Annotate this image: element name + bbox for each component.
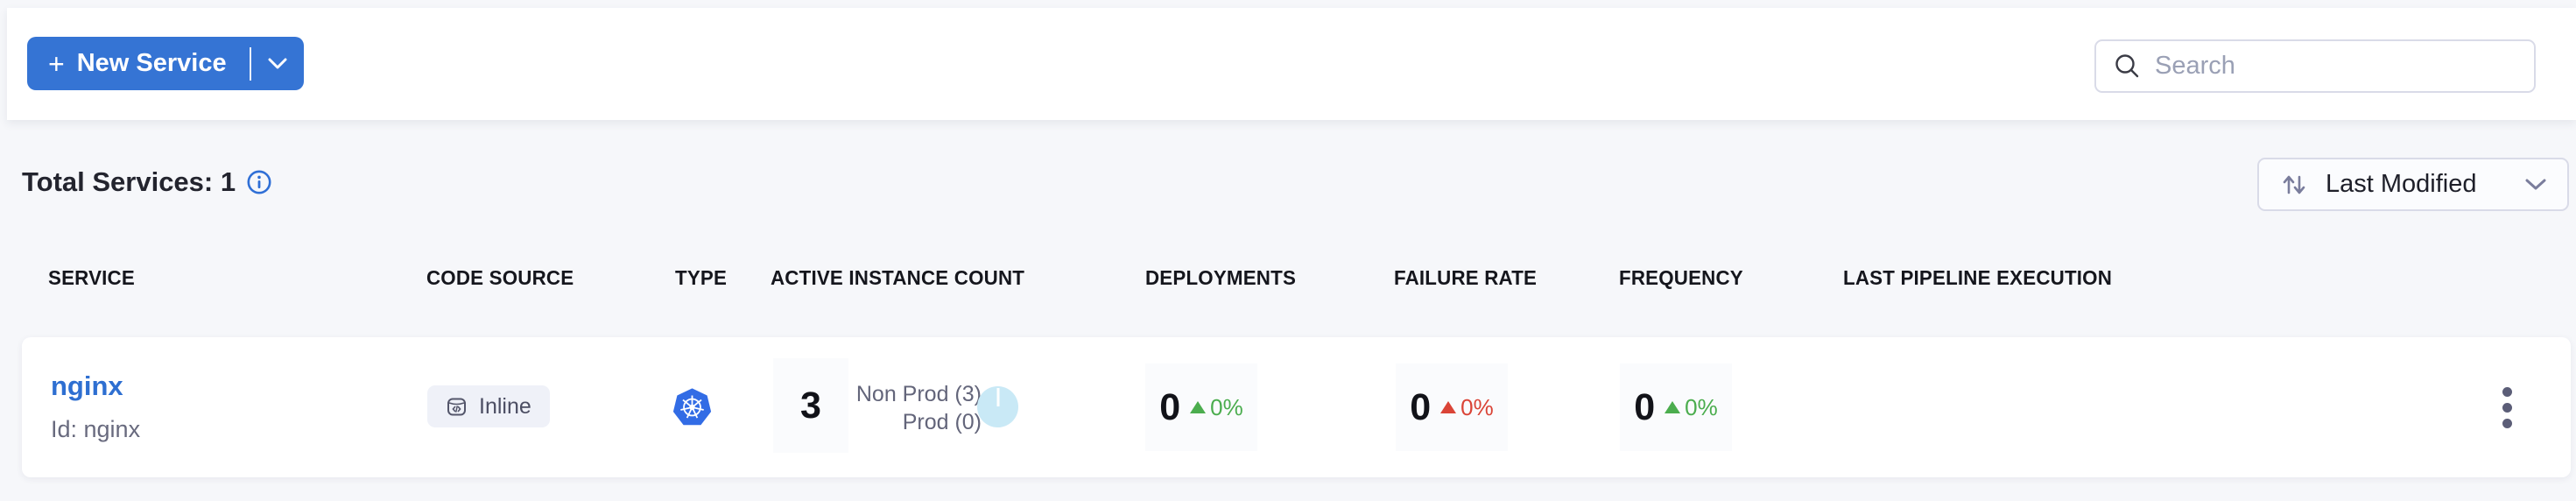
- column-header-service: SERVICE: [48, 266, 135, 289]
- new-service-dropdown-toggle[interactable]: [251, 37, 304, 90]
- code-source-badge: Inline: [427, 385, 550, 427]
- frequency-value: 0: [1634, 385, 1656, 428]
- total-services-line: Total Services: 1: [22, 166, 271, 198]
- failure-rate-trend: 0%: [1440, 394, 1494, 421]
- service-name-link[interactable]: nginx: [51, 370, 123, 401]
- top-header-bar: + New Service: [7, 8, 2576, 120]
- trend-up-icon: [1665, 401, 1681, 413]
- failure-rate-value: 0: [1410, 385, 1432, 428]
- deployments-trend: 0%: [1190, 394, 1243, 421]
- column-header-failure-rate: FAILURE RATE: [1394, 266, 1538, 289]
- frequency-stat: 0 0%: [1620, 363, 1732, 451]
- table-row[interactable]: nginx Id: nginx Inline 3 Non Prod (3): [22, 337, 2571, 477]
- deployments-value: 0: [1159, 385, 1181, 428]
- sort-dropdown-label: Last Modified: [2326, 170, 2477, 198]
- deployments-trend-percent: 0%: [1210, 393, 1243, 420]
- failure-rate-trend-percent: 0%: [1460, 393, 1494, 420]
- instance-distribution-pie-chart: [977, 386, 1018, 427]
- row-options-menu-button[interactable]: [2489, 375, 2524, 440]
- total-services-label: Total Services: 1: [22, 166, 236, 197]
- new-service-button[interactable]: + New Service: [27, 37, 304, 90]
- search-icon: [2115, 54, 2139, 78]
- kebab-dot: [2502, 402, 2512, 413]
- new-service-button-label: New Service: [76, 49, 227, 77]
- search-input[interactable]: [2155, 52, 2516, 81]
- chevron-down-icon: [268, 58, 287, 69]
- sort-dropdown[interactable]: Last Modified: [2257, 158, 2569, 211]
- trend-up-icon: [1440, 401, 1457, 413]
- search-box[interactable]: [2094, 39, 2536, 93]
- non-prod-count-label: Non Prod (3): [855, 382, 982, 406]
- kubernetes-icon: [672, 388, 712, 426]
- column-header-code-source: CODE SOURCE: [426, 266, 574, 289]
- prod-count-label: Prod (0): [902, 410, 982, 434]
- active-instance-count: 3: [773, 358, 848, 453]
- frequency-trend: 0%: [1665, 394, 1718, 421]
- sort-arrows-icon: [2283, 175, 2305, 194]
- trend-up-icon: [1190, 401, 1207, 413]
- column-header-last-pipeline-execution: LAST PIPELINE EXECUTION: [1843, 266, 2113, 289]
- active-instance-count-value: 3: [800, 384, 821, 427]
- chevron-down-icon: [2525, 179, 2546, 189]
- environment-breakdown: Non Prod (3) Prod (0): [836, 380, 982, 436]
- inline-store-icon: [447, 398, 466, 415]
- info-icon[interactable]: [247, 170, 271, 194]
- column-header-frequency: FREQUENCY: [1619, 266, 1743, 289]
- deployments-stat: 0 0%: [1145, 363, 1257, 451]
- column-header-deployments: DEPLOYMENTS: [1145, 266, 1297, 289]
- kebab-dot: [2502, 418, 2512, 428]
- column-header-type: TYPE: [675, 266, 728, 289]
- new-service-button-main[interactable]: + New Service: [27, 49, 250, 78]
- button-divider: [249, 46, 251, 81]
- column-header-active-instance-count: ACTIVE INSTANCE COUNT: [771, 266, 1025, 289]
- service-id-label: Id: nginx: [51, 416, 141, 442]
- failure-rate-stat: 0 0%: [1396, 363, 1508, 451]
- frequency-trend-percent: 0%: [1685, 393, 1718, 420]
- kebab-dot: [2502, 386, 2512, 397]
- code-source-label: Inline: [479, 393, 531, 419]
- plus-icon: +: [48, 47, 65, 80]
